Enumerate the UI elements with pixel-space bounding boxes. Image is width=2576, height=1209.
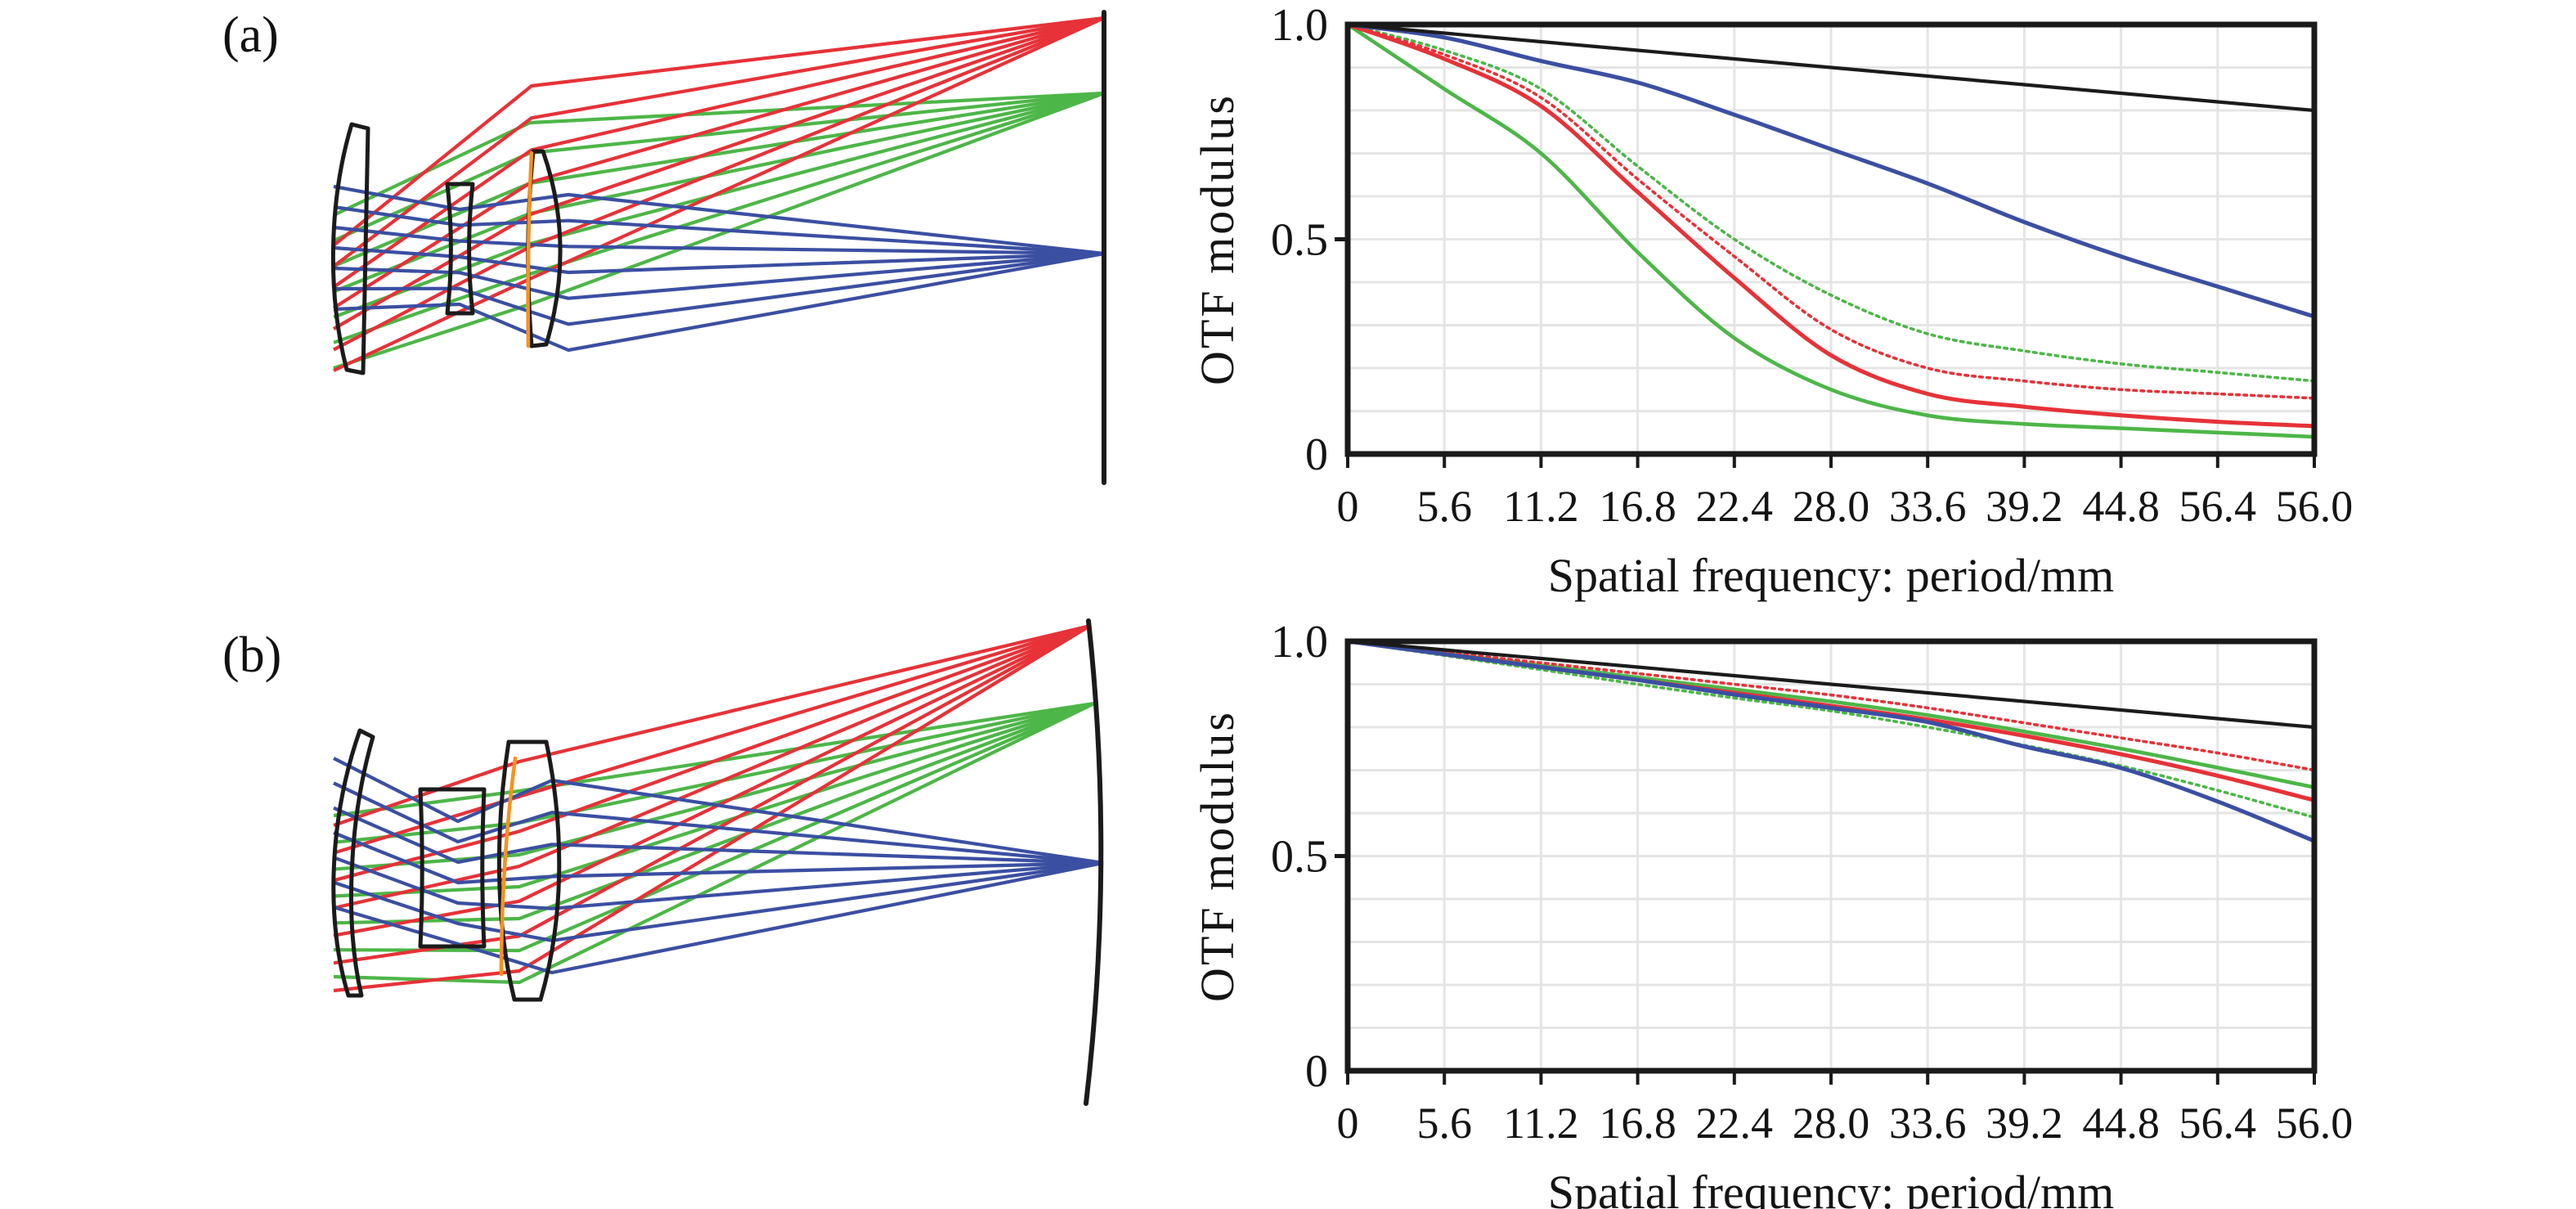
curve-black-solid xyxy=(1345,639,2317,730)
x-axis-title: Spatial frequency: period/mm xyxy=(1548,1166,2115,1209)
ray xyxy=(333,16,1105,372)
ray xyxy=(333,204,1105,256)
front-meniscus-lens xyxy=(331,728,375,998)
curve-green-dotted xyxy=(1346,640,2316,820)
x-tick-label: 56.4 xyxy=(2179,1099,2257,1148)
ray xyxy=(333,624,1091,910)
ray xyxy=(333,245,1105,275)
curve-black-solid xyxy=(1345,22,2317,113)
x-tick-label: 56.0 xyxy=(2276,482,2354,531)
y-tick-label: 0 xyxy=(1305,429,1328,480)
ray xyxy=(333,861,1104,942)
x-tick-label: 56.4 xyxy=(2179,482,2257,531)
x-tick-label: 28.0 xyxy=(1793,482,1870,531)
ray xyxy=(333,251,1105,300)
lens-diagram-a xyxy=(330,10,1106,485)
y-tick-label: 1.0 xyxy=(1271,617,1328,667)
curve-green-dotted xyxy=(1346,23,2316,383)
x-tick-label: 11.2 xyxy=(1503,1099,1579,1148)
panel-b-label: (b) xyxy=(222,627,282,683)
x-tick-label: 5.6 xyxy=(1416,1099,1472,1148)
ray xyxy=(333,623,1091,827)
otf-chart-b: 1.0 0.5 00 5.6 11.2 16.8 22.4 28.0 33.6 39.2 44.8 5… xyxy=(1194,617,2354,1209)
y-axis-title: OTF modulus xyxy=(1194,710,1244,1002)
middle-flat-lens xyxy=(418,787,487,949)
y-tick-label: 0 xyxy=(1305,1046,1328,1097)
curved-image-plane xyxy=(1084,618,1104,1106)
ray xyxy=(332,16,1105,247)
x-tick-label: 11.2 xyxy=(1503,482,1579,531)
x-tick-label: 0 xyxy=(1337,1099,1359,1148)
curve-red-dotted xyxy=(1346,23,2316,400)
curve-blue-solid xyxy=(1345,22,2317,319)
ray xyxy=(333,624,1092,965)
x-tick-label: 44.8 xyxy=(2082,482,2160,531)
x-tick-label: 56.0 xyxy=(2276,1099,2354,1148)
ray xyxy=(332,16,1105,289)
curve-green-solid xyxy=(1345,22,2317,439)
gridlines xyxy=(1348,641,2314,1071)
curve-red-solid xyxy=(1345,22,2317,429)
x-tick-label: 33.6 xyxy=(1889,1099,1967,1148)
aperture-stop-line xyxy=(499,756,518,977)
x-tick-label: 0 xyxy=(1337,482,1359,531)
otf-chart-a: 1.0 0.5 00 5.6 11.2 16.8 22.4 28.0 33.6 39.2 44.8 5… xyxy=(1194,0,2354,602)
blue-axial-ray-fan xyxy=(333,184,1105,353)
ray xyxy=(333,624,1091,883)
aperture-stop-line xyxy=(526,151,534,348)
panel-a-label: (a) xyxy=(222,7,279,63)
ray xyxy=(333,856,1104,910)
y-tick-label: 1.0 xyxy=(1271,0,1328,51)
ray xyxy=(333,757,1104,865)
front-biconvex-lens xyxy=(330,122,370,375)
x-tick-label: 39.2 xyxy=(1986,1099,2063,1148)
y-tick-label: 0.5 xyxy=(1271,832,1328,883)
y-tick-label: 0.5 xyxy=(1271,215,1328,266)
x-tick-label: 16.8 xyxy=(1599,1099,1676,1148)
x-tick-label: 16.8 xyxy=(1599,482,1676,531)
ray xyxy=(333,781,1104,865)
x-axis-title: Spatial frequency: period/mm xyxy=(1548,549,2115,602)
x-tick-label: 39.2 xyxy=(1986,482,2063,531)
curve-red-dotted xyxy=(1346,640,2316,772)
ray xyxy=(333,251,1105,353)
ray xyxy=(333,701,1095,844)
lens-diagram-b xyxy=(331,618,1104,1106)
ray xyxy=(333,251,1105,326)
ray xyxy=(332,16,1105,330)
x-tick-label: 22.4 xyxy=(1696,482,1774,531)
x-tick-label: 28.0 xyxy=(1793,1099,1870,1148)
x-tick-label: 44.8 xyxy=(2082,1099,2160,1148)
rear-lens xyxy=(496,739,562,1002)
gridlines xyxy=(1348,25,2314,454)
curve-blue-solid xyxy=(1345,639,2317,843)
ray xyxy=(333,225,1105,256)
middle-biconcave-lens xyxy=(445,182,475,316)
ray xyxy=(333,184,1105,256)
x-tick-label: 33.6 xyxy=(1889,482,1967,531)
ray xyxy=(333,701,1095,818)
ray xyxy=(333,702,1095,985)
ray xyxy=(333,702,1095,953)
x-tick-label: 22.4 xyxy=(1696,1099,1774,1148)
y-axis-title: OTF modulus xyxy=(1194,93,1244,385)
ray xyxy=(333,624,1092,993)
ray xyxy=(333,702,1095,925)
red-field-ray-fan xyxy=(333,623,1092,993)
x-tick-label: 5.6 xyxy=(1416,482,1472,531)
